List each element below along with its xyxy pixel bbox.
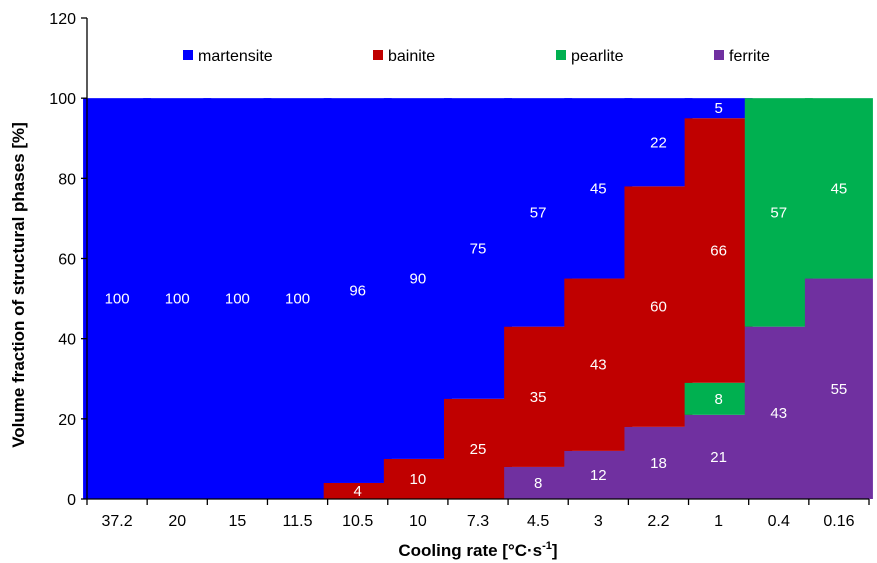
- y-tick-label-60: 60: [58, 252, 76, 269]
- data-label-bainite-4.5: 35: [530, 389, 547, 406]
- data-label-martensite-20: 100: [165, 291, 190, 308]
- bar-segment-bainite-10: [383, 458, 452, 499]
- data-label-ferrite-4.5: 8: [534, 475, 542, 492]
- data-label-bainite-3: 43: [590, 357, 607, 374]
- data-label-martensite-4.5: 57: [530, 204, 547, 221]
- x-tick-label-7.3: 7.3: [467, 513, 489, 530]
- legend-label-bainite: bainite: [388, 48, 435, 65]
- bar-segment-ferrite-3: [564, 450, 633, 499]
- x-tick-label-10: 10: [409, 513, 427, 530]
- data-label-bainite-7.3: 25: [470, 441, 487, 458]
- data-label-martensite-1: 5: [714, 100, 722, 117]
- data-label-bainite-1: 66: [710, 242, 727, 259]
- data-label-pearlite-0.4: 57: [770, 204, 787, 221]
- bar-segment-martensite-2.2: [624, 98, 693, 187]
- legend-swatch-pearlite: [556, 50, 566, 60]
- bar-segment-ferrite-1: [684, 414, 753, 499]
- x-axis-title-main: Cooling rate [°C·s: [398, 541, 542, 560]
- legend-label-pearlite: pearlite: [571, 48, 624, 65]
- legend-label-ferrite: ferrite: [729, 48, 770, 65]
- x-tick-label-11.5: 11.5: [283, 513, 313, 530]
- bar-segment-martensite-15: [203, 98, 272, 500]
- data-label-ferrite-0.4: 43: [770, 405, 787, 422]
- bar-segment-martensite-11.5: [263, 98, 332, 500]
- data-label-pearlite-0.16: 45: [831, 180, 848, 197]
- data-label-martensite-15: 100: [225, 291, 250, 308]
- bar-segment-pearlite-1: [684, 382, 753, 415]
- y-axis-title: Volume fraction of structural phases [%]: [9, 122, 28, 448]
- x-axis-title: Cooling rate [°C·s-1]: [398, 540, 557, 560]
- data-label-pearlite-1: 8: [714, 391, 722, 408]
- data-label-bainite-10.5: 4: [354, 483, 362, 500]
- y-tick-label-120: 120: [49, 11, 76, 28]
- data-label-martensite-11.5: 100: [285, 291, 310, 308]
- data-label-martensite-7.3: 75: [470, 240, 487, 257]
- bar-segment-pearlite-0.16: [804, 98, 873, 279]
- data-label-ferrite-3: 12: [590, 467, 607, 484]
- bar-segment-bainite-2.2: [624, 186, 693, 427]
- data-label-martensite-2.2: 22: [650, 134, 667, 151]
- bar-segment-bainite-4.5: [504, 326, 573, 467]
- bar-segment-pearlite-0.4: [744, 98, 813, 327]
- legend-swatch-martensite: [183, 50, 193, 60]
- data-label-martensite-37.2: 100: [105, 291, 130, 308]
- bar-segment-ferrite-4.5: [504, 466, 573, 499]
- data-label-bainite-2.2: 60: [650, 299, 667, 316]
- bar-segment-bainite-7.3: [444, 398, 512, 499]
- data-label-ferrite-0.16: 55: [831, 381, 848, 398]
- x-tick-label-0.4: 0.4: [768, 513, 790, 530]
- bar-segment-bainite-10.5: [323, 482, 392, 499]
- legend-swatch-ferrite: [714, 50, 724, 60]
- data-label-martensite-10.5: 96: [349, 283, 366, 300]
- bars-layer: [83, 98, 873, 500]
- bar-segment-martensite-4.5: [504, 98, 573, 327]
- legend-label-martensite: martensite: [198, 48, 273, 65]
- y-tick-label-80: 80: [58, 171, 76, 188]
- x-tick-label-2.2: 2.2: [647, 513, 669, 530]
- bar-segment-martensite-7.3: [444, 98, 512, 399]
- x-tick-label-15: 15: [228, 513, 246, 530]
- y-tick-label-20: 20: [58, 412, 76, 429]
- bar-segment-martensite-1: [684, 98, 753, 119]
- bar-segment-martensite-20: [143, 98, 212, 500]
- bar-segment-ferrite-0.4: [744, 326, 813, 499]
- bar-segment-ferrite-0.16: [804, 278, 873, 499]
- legend: martensite bainite pearlite ferrite: [183, 48, 770, 65]
- bar-segment-martensite-10: [383, 98, 452, 459]
- x-tick-label-4.5: 4.5: [527, 513, 549, 530]
- x-tick-label-3: 3: [594, 513, 603, 530]
- x-axis-title-end: ]: [552, 541, 558, 560]
- y-tick-label-100: 100: [49, 91, 76, 108]
- x-tick-label-1: 1: [714, 513, 723, 530]
- y-tick-label-0: 0: [67, 492, 76, 509]
- y-tick-label-40: 40: [58, 332, 76, 349]
- data-label-martensite-3: 45: [590, 180, 607, 197]
- data-label-martensite-10: 90: [410, 271, 427, 288]
- bar-segment-martensite-37.2: [83, 98, 152, 500]
- x-tick-label-20: 20: [168, 513, 186, 530]
- bar-segment-bainite-3: [564, 278, 633, 451]
- x-axis-title-superscript: -1: [542, 540, 552, 552]
- bar-segment-bainite-1: [684, 118, 753, 383]
- data-label-bainite-10: 10: [410, 471, 427, 488]
- x-tick-label-0.16: 0.16: [823, 513, 854, 530]
- legend-swatch-bainite: [373, 50, 383, 60]
- x-tick-label-10.5: 10.5: [342, 513, 373, 530]
- x-tick-label-37.2: 37.2: [102, 513, 133, 530]
- data-labels-layer: 100 100 100 100 4 96 10 90 25 75 8 35 57 12 43 45 18 60 22…: [105, 100, 848, 500]
- bar-segment-martensite-10.5: [323, 98, 392, 483]
- bar-segment-martensite-3: [564, 98, 633, 279]
- data-label-ferrite-2.2: 18: [650, 455, 667, 472]
- data-label-ferrite-1: 21: [710, 449, 727, 466]
- bar-segment-ferrite-2.2: [624, 426, 693, 499]
